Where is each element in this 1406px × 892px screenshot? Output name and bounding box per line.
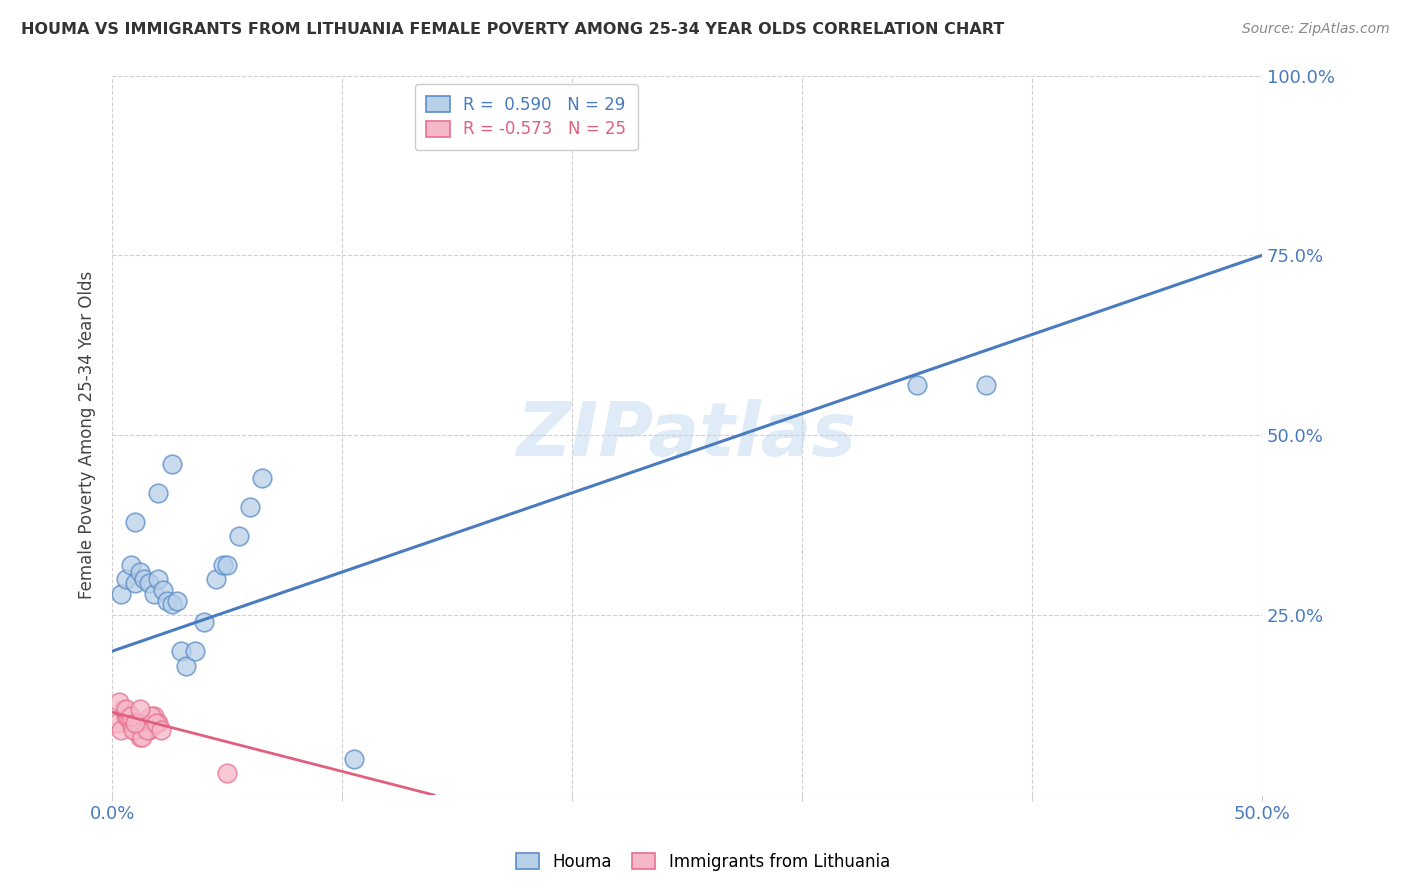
Point [108,694,131,708]
Point [166,594,188,608]
Legend: R =  0.590   N = 29, R = -0.573   N = 25: R = 0.590 N = 29, R = -0.573 N = 25 [415,84,637,150]
Point [174,658,197,673]
Point [217,766,239,780]
Point [160,457,183,471]
Point [228,529,250,543]
Point [117,709,139,723]
Point [138,723,160,738]
Point [110,586,132,600]
Point [124,716,146,731]
Point [193,615,215,630]
Point [343,752,366,766]
Point [239,500,262,515]
Point [148,716,170,731]
Point [204,572,226,586]
Point [138,575,160,590]
Point [142,586,165,600]
Point [124,723,146,738]
Text: HOUMA VS IMMIGRANTS FROM LITHUANIA FEMALE POVERTY AMONG 25-34 YEAR OLDS CORRELAT: HOUMA VS IMMIGRANTS FROM LITHUANIA FEMAL… [21,22,1004,37]
Point [145,716,167,731]
Point [142,709,165,723]
Point [134,716,156,731]
Point [124,575,146,590]
Text: ZIPatlas: ZIPatlas [517,399,858,472]
Point [128,565,150,579]
Point [128,731,150,745]
Point [250,471,273,485]
Point [211,558,233,572]
Point [135,723,157,738]
Point [115,702,138,716]
Point [149,723,172,738]
Point [148,572,170,586]
Point [105,716,128,731]
Point [184,644,207,658]
Point [905,378,928,392]
Legend: Houma, Immigrants from Lithuania: Houma, Immigrants from Lithuania [508,845,898,880]
Point [134,572,156,586]
Point [160,598,183,612]
Point [217,558,239,572]
Point [156,594,179,608]
Y-axis label: Female Poverty Among 25-34 Year Olds: Female Poverty Among 25-34 Year Olds [79,271,96,599]
Point [152,582,174,597]
Point [110,723,132,738]
Point [120,716,142,731]
Point [128,702,150,716]
Point [120,709,142,723]
Point [148,486,170,500]
Point [124,515,146,529]
Point [120,558,142,572]
Point [112,702,135,716]
Point [127,716,149,731]
Point [131,731,153,745]
Point [141,709,163,723]
Point [115,572,138,586]
Point [122,723,145,738]
Point [115,709,138,723]
Text: Source: ZipAtlas.com: Source: ZipAtlas.com [1241,22,1389,37]
Point [170,644,193,658]
Point [974,378,997,392]
